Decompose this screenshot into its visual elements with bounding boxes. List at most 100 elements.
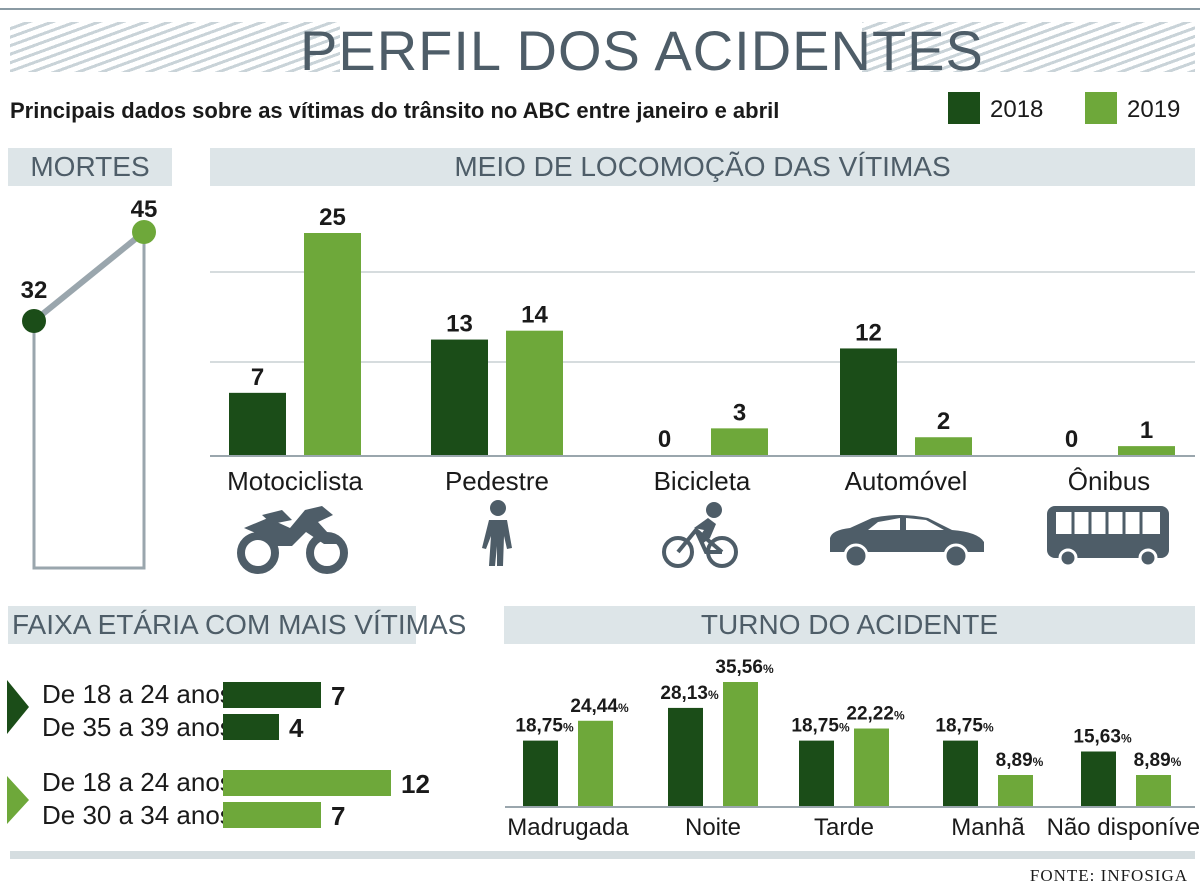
age-value-2019-1: 12 <box>401 769 430 799</box>
age-label-2018-1: De 18 a 24 anos <box>42 679 233 709</box>
hatch-left <box>10 22 340 72</box>
turno-bar-2019 <box>998 775 1033 806</box>
bar-bicicleta-2019 <box>711 428 768 455</box>
turno-category-label: Noite <box>685 814 741 841</box>
mortes-label-2019: 45 <box>131 196 158 223</box>
pedestrian-icon <box>482 500 512 566</box>
percent-unit: % <box>983 721 994 735</box>
turno-category-label: Não disponível <box>1047 814 1200 841</box>
turno-category-label: Madrugada <box>507 814 629 841</box>
bar-label-2018: 13 <box>446 311 473 338</box>
bar-pedestre-2019 <box>506 330 563 455</box>
mortes-frame <box>32 232 146 570</box>
legend-label-2019: 2019 <box>1127 96 1181 123</box>
age-label-2019-2: De 30 a 34 anos <box>42 800 233 830</box>
bar-ônibus-2019 <box>1118 446 1175 455</box>
age-marker-2019 <box>7 776 29 824</box>
section-title-mortes: MORTES <box>8 148 172 186</box>
percent-unit: % <box>763 662 774 676</box>
age-bar-2018-2 <box>223 714 279 740</box>
age-bar-2019-2 <box>223 802 321 828</box>
legend-label-2018: 2018 <box>990 96 1044 123</box>
age-group-markers <box>7 680 29 824</box>
turno-bar-label-2019: 35,56% <box>715 657 774 678</box>
percent-unit: % <box>839 721 850 735</box>
percent-unit: % <box>1033 755 1044 769</box>
bar-label-2018: 12 <box>855 319 882 346</box>
turno-bar-label-2018: 28,13% <box>660 683 719 704</box>
bicycle-icon <box>662 502 738 568</box>
category-label: Motociclista <box>227 466 363 496</box>
percent-unit: % <box>1121 731 1132 745</box>
percent-unit: % <box>1171 755 1182 769</box>
legend-swatch-2018 <box>948 92 980 124</box>
bar-label-2019: 2 <box>937 408 950 435</box>
age-label-2019-1: De 18 a 24 anos <box>42 767 233 797</box>
age-value-2018-2: 4 <box>289 713 304 743</box>
bar-label-2019: 14 <box>521 302 548 329</box>
turno-bar-2018 <box>668 707 703 806</box>
turno-bar-label-2019: 22,22% <box>846 704 905 725</box>
turno-bar-label-2018: 18,75% <box>791 716 850 737</box>
bar-label-2019: 3 <box>733 399 746 426</box>
legend-swatch-2019 <box>1085 92 1117 124</box>
turno-category-label: Manhã <box>951 814 1025 841</box>
category-label: Ônibus <box>1068 466 1150 496</box>
source-note: FONTE: INFOSIGA <box>1029 866 1188 885</box>
section-title-turno: TURNO DO ACIDENTE <box>504 606 1195 644</box>
percent-unit: % <box>894 709 905 723</box>
age-bar-2018-1 <box>223 682 321 708</box>
turno-bar-2018 <box>523 740 558 806</box>
bar-motociclista-2019 <box>304 233 361 455</box>
bar-label-2018: 7 <box>251 364 264 391</box>
age-marker-2018 <box>7 680 29 734</box>
bus-icon <box>1047 506 1169 568</box>
percent-unit: % <box>563 721 574 735</box>
page-title: PERFIL DOS ACIDENTES <box>300 19 984 82</box>
turno-bar-label-2018: 18,75% <box>935 716 994 737</box>
turno-bar-2019 <box>854 728 889 806</box>
section-title-faixa-etaria: FAIXA ETÁRIA COM MAIS VÍTIMAS <box>8 606 466 644</box>
page-subtitle: Principais dados sobre as vítimas do trâ… <box>10 98 780 123</box>
percent-unit: % <box>708 688 719 702</box>
bar-label-2018: 0 <box>1065 426 1078 453</box>
category-label: Bicicleta <box>654 466 751 496</box>
turno-bar-label-2019: 24,44% <box>570 696 629 717</box>
category-label: Automóvel <box>845 466 968 496</box>
mortes-point-2019 <box>132 220 156 244</box>
top-rule <box>0 8 1200 10</box>
motorcycle-icon <box>237 506 348 574</box>
age-bar-2019-1 <box>223 770 391 796</box>
bar-label-2019: 25 <box>319 204 346 231</box>
turno-bar-2018 <box>799 740 834 806</box>
mortes-line <box>32 229 146 324</box>
age-value-2018-1: 7 <box>331 681 346 711</box>
bottom-rule <box>10 851 1195 859</box>
section-title-locomocao: MEIO DE LOCOMOÇÃO DAS VÍTIMAS <box>210 148 1195 186</box>
bar-motociclista-2018 <box>229 392 286 455</box>
hatch-right <box>862 22 1195 72</box>
category-label: Pedestre <box>445 466 549 496</box>
turno-bar-2019 <box>1136 775 1171 806</box>
turno-bar-2018 <box>943 740 978 806</box>
mortes-label-2018: 32 <box>21 277 48 304</box>
age-value-2019-2: 7 <box>331 801 346 831</box>
turno-bar-2019 <box>723 682 758 806</box>
percent-unit: % <box>618 701 629 715</box>
bar-pedestre-2018 <box>431 339 488 455</box>
turno-category-label: Tarde <box>814 814 874 841</box>
car-icon <box>830 515 984 569</box>
locomocao-chart: 7 25 13 14 0 3 12 2 0 1 Motociclista Pedestre Bicic… <box>210 204 1195 574</box>
age-label-2018-2: De 35 a 39 anos <box>42 712 233 742</box>
turno-bar-label-2019: 8,89% <box>1134 750 1182 771</box>
bar-automóvel-2019 <box>915 437 972 455</box>
turno-bar-2019 <box>578 720 613 806</box>
bar-label-2019: 1 <box>1140 417 1153 444</box>
turno-bar-label-2018: 15,63% <box>1073 726 1132 747</box>
bar-automóvel-2018 <box>840 348 897 455</box>
mortes-point-2018 <box>22 309 46 333</box>
turno-chart: 18,75%24,44%28,13%35,56%18,75%22,22%18,7… <box>505 657 1200 841</box>
turno-bar-label-2018: 18,75% <box>515 716 574 737</box>
bar-label-2018: 0 <box>658 426 671 453</box>
mortes-chart: 32 45 <box>21 196 158 570</box>
